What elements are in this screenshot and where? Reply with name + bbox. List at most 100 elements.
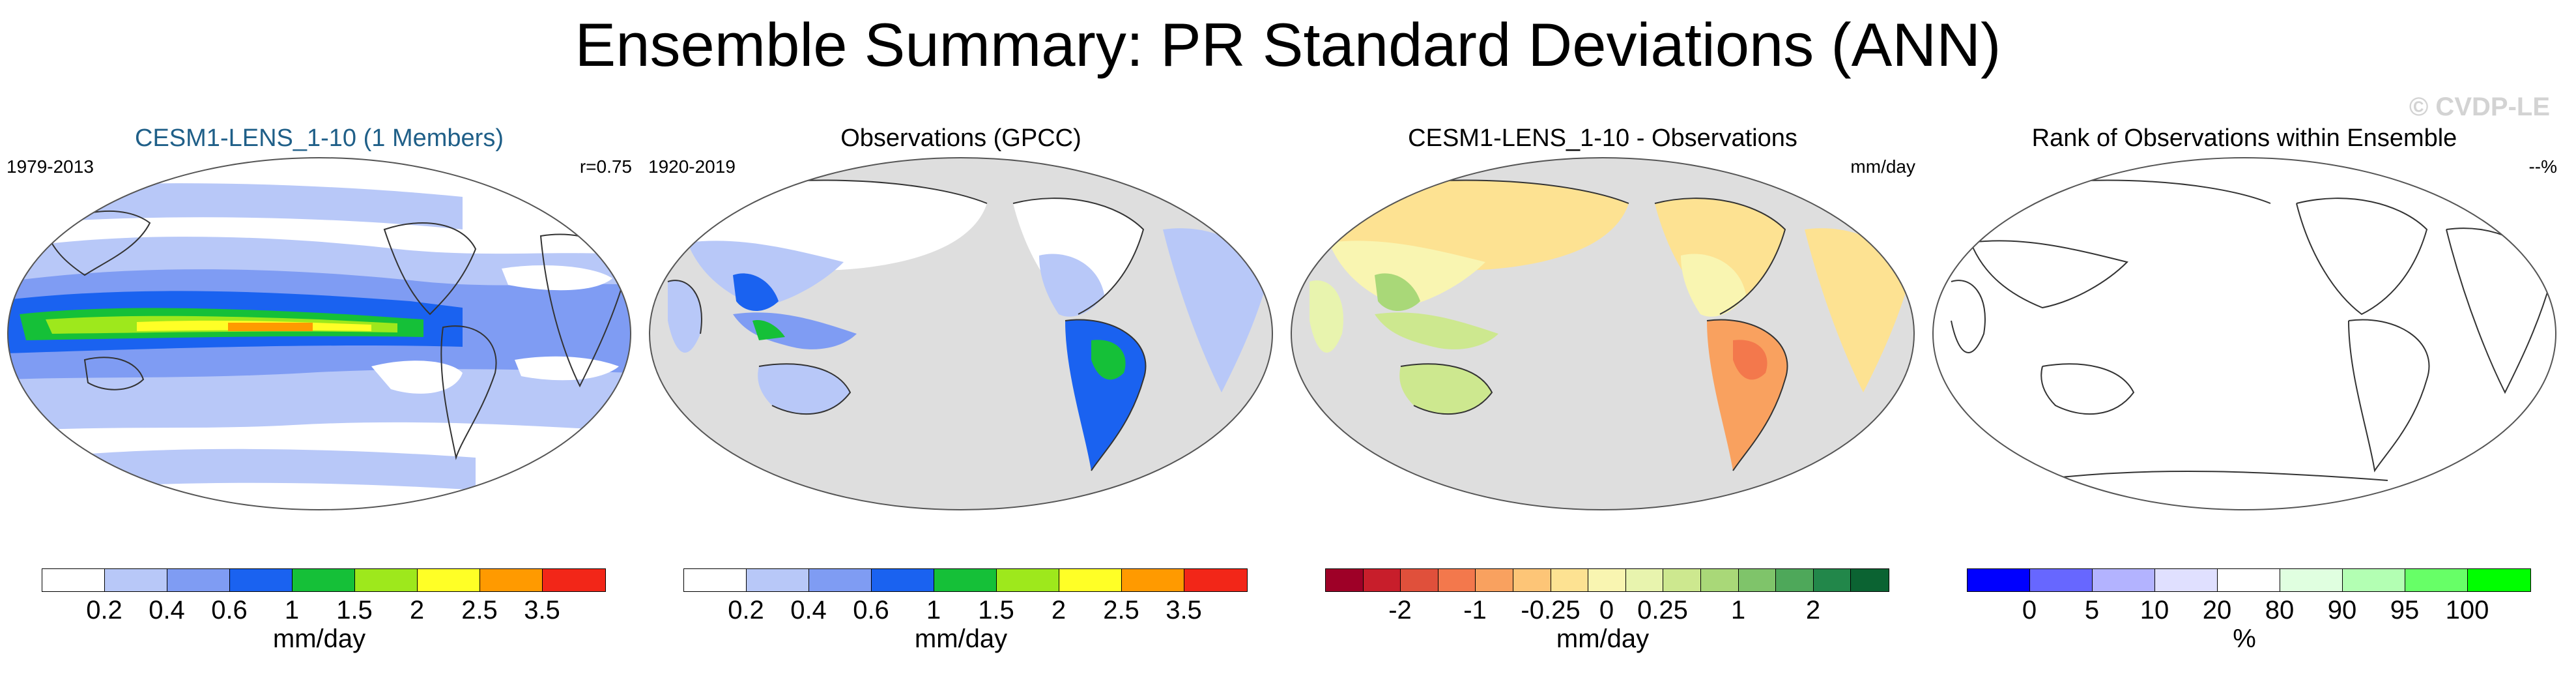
- colorbar-swatch: [934, 569, 997, 591]
- tick-label: 1: [926, 596, 941, 625]
- tick-label: 0.6: [211, 596, 248, 625]
- panel-title: CESM1-LENS_1-10 (1 Members): [135, 125, 504, 152]
- colorbar-unit: mm/day: [272, 625, 366, 653]
- colorbar-swatch: [1813, 569, 1852, 591]
- colorbar-swatch: [684, 569, 747, 591]
- tick-label: 3.5: [1166, 596, 1202, 625]
- colorbar-swatch: [2343, 569, 2405, 591]
- panel-title: Observations (GPCC): [840, 125, 1081, 152]
- units-label: mm/day: [1850, 156, 1915, 177]
- colorbar-swatch: [1363, 569, 1401, 591]
- tick-label: 0.2: [728, 596, 764, 625]
- panel-model-std: CESM1-LENS_1-10 (1 Members) 1979-2013 r=…: [7, 117, 632, 671]
- period-label: 1920-2019: [648, 156, 736, 177]
- colorbar-swatch: [1438, 569, 1476, 591]
- colorbar-ticks: -2 -1 -0.25 0 0.25 1 2: [1325, 596, 1888, 625]
- tick-label: 80: [2265, 596, 2295, 625]
- colorbar-unit: %: [2233, 625, 2256, 653]
- colorbar-unit: mm/day: [914, 625, 1008, 653]
- colorbar-ticks: 0 5 10 20 80 90 95 100: [1967, 596, 2530, 625]
- panel-title: Rank of Observations within Ensemble: [2031, 125, 2457, 152]
- colorbar-swatch: [480, 569, 543, 591]
- rank-map: [1932, 157, 2556, 510]
- tick-label: -2: [1388, 596, 1412, 625]
- colorbar-swatch: [2468, 569, 2530, 591]
- colorbar-swatch: [1663, 569, 1701, 591]
- tick-label: 1.5: [978, 596, 1014, 625]
- colorbar-swatch: [1851, 569, 1889, 591]
- tick-label: 95: [2390, 596, 2420, 625]
- colorbar-swatch: [1476, 569, 1513, 591]
- tick-label: 0: [2022, 596, 2037, 625]
- colorbar-swatch: [543, 569, 605, 591]
- tick-label: 100: [2445, 596, 2489, 625]
- colorbar-swatch: [1625, 569, 1664, 591]
- colorbar-ticks: 0.2 0.4 0.6 1 1.5 2 2.5 3.5: [683, 596, 1246, 625]
- colorbar: [1325, 568, 1889, 592]
- colorbar-swatch: [2218, 569, 2280, 591]
- colorbar-swatch: [230, 569, 293, 591]
- tick-label: 1: [1730, 596, 1746, 625]
- colorbar-unit: mm/day: [1556, 625, 1650, 653]
- colorbar-swatch: [1588, 569, 1626, 591]
- tick-label: 0.6: [853, 596, 889, 625]
- panel-rank: Rank of Observations within Ensemble --%: [1932, 117, 2557, 671]
- colorbar-swatch: [2280, 569, 2343, 591]
- colorbar-swatch: [1551, 569, 1589, 591]
- colorbar-swatch: [2155, 569, 2218, 591]
- tick-label: 0.2: [86, 596, 122, 625]
- colorbar-ticks: 0.2 0.4 0.6 1 1.5 2 2.5 3.5: [42, 596, 605, 625]
- tick-label: 20: [2202, 596, 2232, 625]
- tick-label: 2: [1051, 596, 1066, 625]
- tick-label: 90: [2327, 596, 2357, 625]
- colorbar-swatch: [1968, 569, 2030, 591]
- colorbar-swatch: [1326, 569, 1364, 591]
- tick-label: 2: [409, 596, 425, 625]
- rank-value-label: --%: [2528, 156, 2557, 177]
- colorbar-swatch: [1513, 569, 1551, 591]
- colorbar-swatch: [2030, 569, 2093, 591]
- tick-label: 0: [1599, 596, 1614, 625]
- panel-obs-std: Observations (GPCC) 1920-2019: [648, 117, 1274, 671]
- colorbar-swatch: [42, 569, 105, 591]
- panel-title: CESM1-LENS_1-10 - Observations: [1408, 125, 1797, 152]
- tick-label: 10: [2140, 596, 2169, 625]
- tick-label: -0.25: [1521, 596, 1581, 625]
- tick-label: 2: [1805, 596, 1821, 625]
- colorbar-swatch: [747, 569, 809, 591]
- colorbar-swatch: [1738, 569, 1777, 591]
- model-std-map: [7, 157, 631, 510]
- period-label: 1979-2013: [7, 156, 94, 177]
- colorbar-swatch: [1059, 569, 1122, 591]
- tick-label: -1: [1463, 596, 1487, 625]
- panel-difference: CESM1-LENS_1-10 - Observations mm/day: [1290, 117, 1915, 671]
- colorbar-swatch: [1776, 569, 1814, 591]
- colorbar-swatch: [105, 569, 167, 591]
- obs-std-map: [649, 157, 1273, 510]
- colorbar-swatch: [1401, 569, 1438, 591]
- colorbar-swatch: [2405, 569, 2468, 591]
- colorbar-swatch: [1122, 569, 1184, 591]
- tick-label: 2.5: [461, 596, 498, 625]
- tick-label: 0.4: [149, 596, 185, 625]
- tick-label: 3.5: [524, 596, 560, 625]
- tick-label: 0.4: [790, 596, 827, 625]
- colorbar: [42, 568, 606, 592]
- colorbar-swatch: [418, 569, 480, 591]
- tick-label: 1: [284, 596, 300, 625]
- colorbar-swatch: [2093, 569, 2155, 591]
- colorbar-swatch: [1700, 569, 1739, 591]
- colorbar-swatch: [167, 569, 230, 591]
- colorbar-swatch: [293, 569, 355, 591]
- tick-label: 0.25: [1637, 596, 1688, 625]
- main-title: Ensemble Summary: PR Standard Deviations…: [575, 10, 2001, 79]
- colorbar-swatch: [997, 569, 1059, 591]
- tick-label: 5: [2084, 596, 2100, 625]
- tick-label: 2.5: [1103, 596, 1139, 625]
- tick-label: 1.5: [336, 596, 373, 625]
- correlation-label: r=0.75: [579, 156, 632, 177]
- colorbar-swatch: [872, 569, 934, 591]
- colorbar: [1967, 568, 2531, 592]
- difference-map: [1291, 157, 1915, 510]
- cvdp-watermark: © CVDP-LE: [2409, 93, 2550, 121]
